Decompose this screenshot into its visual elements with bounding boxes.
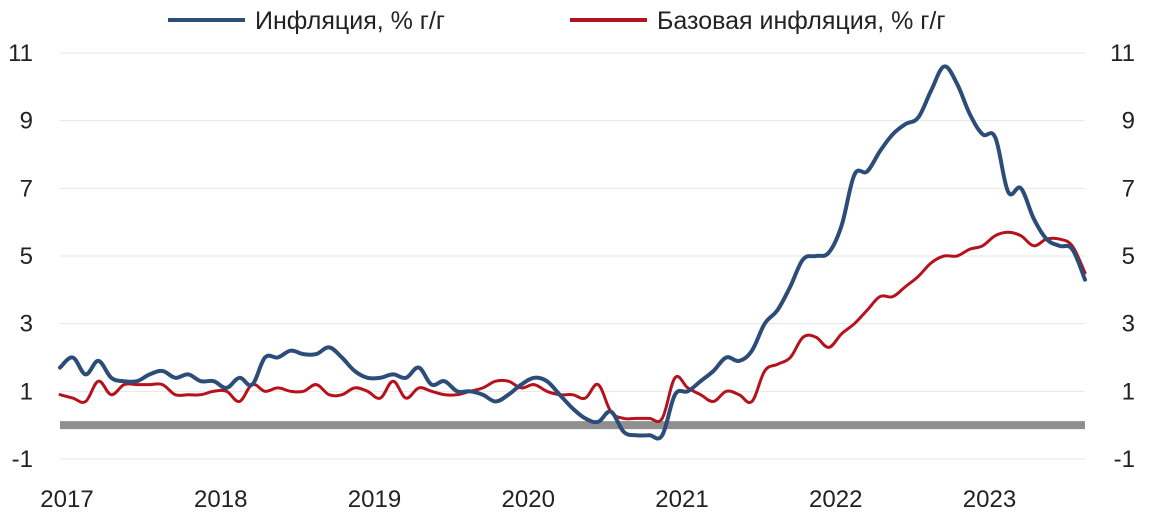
y-tick-label-left: 7	[20, 175, 33, 202]
x-tick-label: 2023	[963, 486, 1016, 513]
y-tick-label-left: 1	[20, 378, 33, 405]
y-tick-label-left: 9	[20, 108, 33, 135]
y-axis-left: 11 9 7 5 3 1 -1	[8, 40, 33, 473]
series-group	[58, 64, 1087, 441]
series-line-inflation	[58, 64, 1087, 441]
x-tick-label: 2022	[809, 486, 862, 513]
y-tick-label-left: 3	[20, 311, 33, 338]
legend: Инфляция, % г/г Базовая инфляция, % г/г	[168, 7, 946, 35]
y-axis-right: 11 9 7 5 3 1 -1	[1110, 40, 1135, 473]
y-tick-label-right: 5	[1122, 243, 1135, 270]
x-tick-label: 2019	[348, 486, 401, 513]
y-tick-label-left: 11	[8, 40, 33, 67]
grid-lines	[60, 52, 1085, 460]
x-axis: 2017 2018 2019 2020 2021 2022 2023	[40, 486, 1016, 513]
legend-label-core: Базовая инфляция, % г/г	[657, 7, 946, 35]
y-tick-label-right: 11	[1110, 40, 1135, 67]
y-tick-label-right: 7	[1122, 175, 1135, 202]
y-tick-label-right: 9	[1122, 108, 1135, 135]
x-tick-label: 2018	[194, 486, 247, 513]
y-tick-label-right: 1	[1122, 378, 1135, 405]
x-tick-label: 2021	[655, 486, 708, 513]
y-tick-label-right: -1	[1114, 446, 1135, 473]
y-tick-label-left: -1	[12, 446, 33, 473]
x-tick-label: 2020	[502, 486, 555, 513]
legend-label-inflation: Инфляция, % г/г	[255, 7, 445, 35]
series-line-core	[58, 230, 1087, 424]
x-tick-label: 2017	[40, 486, 93, 513]
y-tick-label-left: 5	[20, 243, 33, 270]
y-tick-label-right: 3	[1122, 311, 1135, 338]
